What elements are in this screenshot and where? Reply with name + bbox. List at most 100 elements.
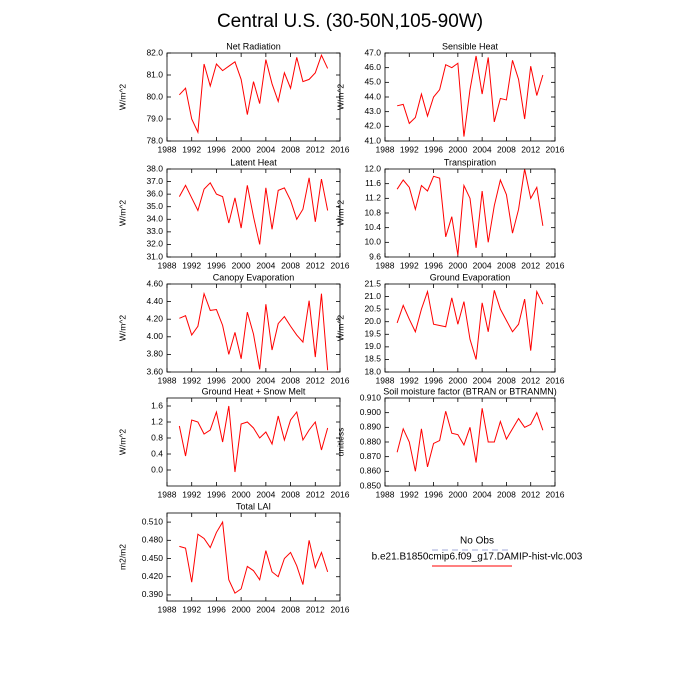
x-tick-label: 2012: [306, 604, 325, 614]
panel-title: Total LAI: [236, 501, 271, 511]
y-tick-label: 37.0: [146, 176, 163, 186]
y-axis-label: W/m^2: [117, 315, 127, 341]
y-tick-label: 35.0: [146, 201, 163, 211]
y-axis-label: W/m^2: [335, 200, 345, 226]
x-tick-label: 1996: [207, 260, 226, 270]
y-tick-label: 0.390: [142, 589, 164, 599]
x-tick-label: 2012: [306, 260, 325, 270]
x-tick-label: 1996: [424, 144, 443, 154]
x-tick-label: 1996: [207, 489, 226, 499]
y-tick-label: 0.0: [151, 464, 163, 474]
x-tick-label: 2016: [331, 260, 350, 270]
x-tick-label: 2000: [232, 260, 251, 270]
y-tick-label: 10.4: [364, 222, 381, 232]
x-tick-label: 1988: [158, 375, 177, 385]
plot-frame: [384, 397, 556, 487]
data-line: [179, 520, 329, 594]
y-tick-label: 0.860: [360, 466, 382, 476]
x-tick-label: 2004: [256, 604, 275, 614]
y-tick-label: 42.0: [364, 121, 381, 131]
x-tick-label: 2004: [473, 489, 492, 499]
x-tick-label: 1996: [424, 260, 443, 270]
y-tick-label: 21.5: [364, 278, 381, 288]
x-tick-label: 1992: [182, 489, 201, 499]
y-tick-label: 81.0: [146, 69, 163, 79]
x-tick-label: 2000: [448, 489, 467, 499]
x-tick-label: 2012: [521, 375, 540, 385]
y-tick-label: 4.60: [146, 278, 163, 288]
x-tick-label: 2000: [448, 144, 467, 154]
x-tick-label: 1988: [158, 260, 177, 270]
x-tick-label: 2000: [232, 604, 251, 614]
y-tick-label: 0.890: [360, 422, 382, 432]
x-tick-label: 2012: [306, 144, 325, 154]
x-tick-label: 1992: [182, 144, 201, 154]
y-tick-label: 18.0: [364, 366, 381, 376]
x-tick-label: 2008: [497, 489, 516, 499]
y-tick-label: 3.80: [146, 349, 163, 359]
x-tick-label: 1996: [207, 604, 226, 614]
panel-title: Canopy Evaporation: [213, 272, 295, 282]
data-line: [396, 408, 544, 472]
x-tick-label: 1996: [207, 375, 226, 385]
x-tick-label: 2004: [256, 260, 275, 270]
plot-frame: [166, 52, 341, 142]
x-tick-label: 1992: [400, 260, 419, 270]
y-tick-label: 20.0: [364, 316, 381, 326]
data-line: [179, 291, 329, 371]
y-tick-label: 20.5: [364, 303, 381, 313]
x-tick-label: 2004: [473, 144, 492, 154]
x-tick-label: 1988: [376, 375, 395, 385]
y-tick-label: 0.900: [360, 407, 382, 417]
y-tick-label: 32.0: [146, 239, 163, 249]
plot-frame: [384, 52, 556, 142]
y-tick-label: 44.0: [364, 91, 381, 101]
y-tick-label: 43.0: [364, 106, 381, 116]
x-tick-label: 1988: [158, 604, 177, 614]
plot-frame: [166, 283, 341, 373]
y-tick-label: 10.0: [364, 237, 381, 247]
x-tick-label: 2004: [256, 144, 275, 154]
y-tick-label: 0.420: [142, 571, 164, 581]
panel-title: Sensible Heat: [442, 41, 499, 51]
x-tick-label: 2012: [521, 144, 540, 154]
y-tick-label: 3.60: [146, 366, 163, 376]
x-tick-label: 2004: [473, 260, 492, 270]
y-tick-label: 41.0: [364, 135, 381, 145]
x-tick-label: 2008: [497, 375, 516, 385]
y-tick-label: 0.880: [360, 436, 382, 446]
data-line: [396, 168, 544, 256]
x-tick-label: 2016: [331, 375, 350, 385]
y-tick-label: 79.0: [146, 113, 163, 123]
x-tick-label: 1992: [400, 489, 419, 499]
y-axis-label: W/m^2: [117, 200, 127, 226]
y-axis-label: W/m^2: [117, 84, 127, 110]
panel-title: Ground Heat + Snow Melt: [202, 386, 306, 396]
legend-label: No Obs: [460, 536, 494, 547]
x-tick-label: 1992: [400, 144, 419, 154]
y-tick-label: 4.00: [146, 331, 163, 341]
panel-title: Net Radiation: [226, 41, 281, 51]
y-tick-label: 19.5: [364, 329, 381, 339]
y-axis-label: unitless: [335, 428, 345, 457]
y-tick-label: 0.4: [151, 448, 163, 458]
x-tick-label: 2008: [281, 489, 300, 499]
x-tick-label: 2016: [331, 489, 350, 499]
y-axis-label: W/m^2: [117, 429, 127, 455]
x-tick-label: 1996: [207, 144, 226, 154]
y-axis-label: W/m^2: [335, 84, 345, 110]
y-tick-label: 11.2: [365, 193, 381, 203]
legend-label: b.e21.B1850cmip6.f09_g17.DAMIP-hist-vlc.…: [372, 552, 583, 563]
plot-frame: [384, 168, 556, 258]
data-line: [397, 55, 544, 137]
x-tick-label: 2000: [448, 375, 467, 385]
x-tick-label: 2016: [546, 144, 565, 154]
data-line: [178, 53, 329, 135]
x-tick-label: 1988: [158, 489, 177, 499]
plot-frame: [166, 168, 341, 258]
y-tick-label: 80.0: [146, 91, 163, 101]
y-tick-label: 34.0: [146, 214, 163, 224]
y-tick-label: 0.910: [360, 392, 382, 402]
x-tick-label: 1992: [400, 375, 419, 385]
y-tick-label: 31.0: [146, 251, 163, 261]
